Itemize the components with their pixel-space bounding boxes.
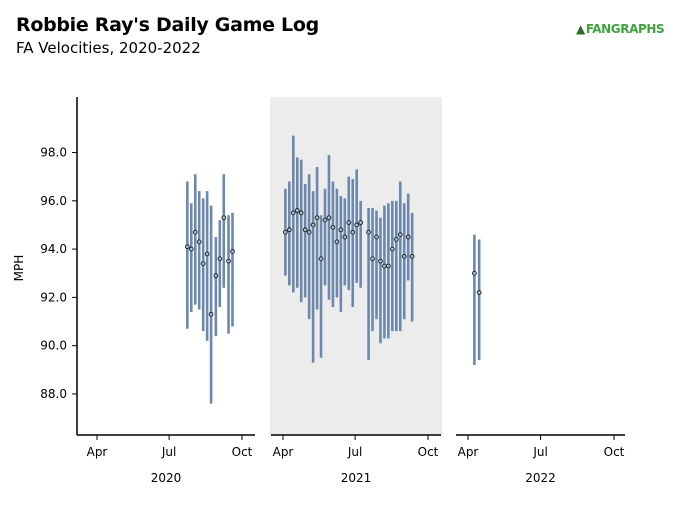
avg-point: [213, 273, 219, 279]
avg-point: [200, 261, 206, 266]
avg-point: [378, 258, 383, 264]
avg-point: [354, 222, 360, 228]
x-tick-label: Oct: [604, 445, 625, 459]
avg-point: [330, 225, 336, 230]
y-tick-label: 96.0: [40, 194, 67, 208]
panel-2022: Apr Jul Oct 2022: [456, 234, 625, 485]
avg-point: [221, 215, 227, 221]
avg-point: [226, 258, 231, 264]
panel-2020: Apr Jul Oct 2020: [77, 174, 255, 485]
avg-point: [342, 234, 348, 240]
avg-point: [290, 210, 296, 216]
avg-point: [393, 237, 399, 242]
x-tick-label: Jul: [532, 445, 547, 459]
panel-year-label: 2022: [525, 471, 556, 485]
panel-year-label: 2020: [151, 471, 182, 485]
panel-2021: Apr Jul Oct 2021: [270, 97, 442, 485]
chart-panels: Apr Jul Oct 2020 Apr Jul Oct 2021 Apr Jul Oct 2022: [77, 97, 625, 485]
avg-point: [306, 229, 312, 235]
avg-point: [204, 251, 210, 257]
avg-point: [405, 234, 411, 240]
avg-point: [310, 222, 316, 228]
avg-point: [334, 239, 340, 245]
chart-title: Robbie Ray's Daily Game Log: [16, 14, 319, 36]
avg-point: [318, 256, 324, 262]
avg-point: [302, 227, 308, 233]
avg-point: [286, 227, 292, 233]
chart-subtitle: FA Velocities, 2020-2022: [16, 39, 201, 57]
avg-point: [386, 263, 391, 269]
avg-point: [192, 229, 198, 235]
y-tick-label: 94.0: [40, 242, 67, 256]
avg-point: [409, 253, 415, 259]
avg-point: [230, 249, 235, 254]
y-axis: 88.0 90.0 92.0 94.0 96.0 98.0: [40, 97, 78, 435]
avg-point: [184, 244, 190, 250]
avg-point: [298, 210, 304, 216]
fangraphs-logo-icon: ▲: [576, 22, 585, 36]
panel-year-label: 2021: [341, 471, 372, 485]
y-axis-label: MPH: [12, 255, 26, 282]
avg-point: [217, 256, 223, 262]
fangraphs-logo-text: FANGRAPHS: [585, 22, 665, 36]
x-tick-label: Apr: [87, 445, 108, 459]
y-tick-label: 92.0: [40, 290, 67, 304]
x-tick-label: Oct: [418, 445, 439, 459]
avg-point: [382, 263, 387, 269]
avg-point: [374, 234, 379, 240]
avg-point: [389, 246, 395, 252]
y-tick-label: 90.0: [40, 339, 67, 353]
x-tick-label: Apr: [458, 445, 479, 459]
x-tick-label: Apr: [273, 445, 294, 459]
x-tick-label: Jul: [161, 445, 176, 459]
avg-point: [472, 270, 477, 276]
avg-point: [322, 217, 328, 223]
avg-point: [370, 256, 375, 262]
fangraphs-logo: ▲FANGRAPHS: [576, 22, 665, 36]
avg-point: [366, 229, 371, 235]
x-tick-label: Oct: [232, 445, 253, 459]
avg-point: [476, 290, 482, 295]
avg-point: [196, 239, 202, 245]
y-tick-label: 98.0: [40, 146, 67, 160]
avg-point: [283, 229, 288, 235]
avg-point: [350, 229, 356, 235]
avg-point: [346, 220, 352, 225]
avg-point: [401, 253, 407, 259]
avg-point: [314, 215, 320, 221]
avg-point: [326, 215, 332, 221]
avg-point: [358, 220, 364, 225]
avg-point: [208, 311, 214, 317]
avg-point: [338, 227, 344, 233]
avg-point: [397, 232, 403, 237]
avg-point: [188, 246, 194, 252]
x-tick-label: Jul: [347, 445, 362, 459]
y-tick-label: 88.0: [40, 387, 67, 401]
avg-point: [294, 208, 300, 213]
